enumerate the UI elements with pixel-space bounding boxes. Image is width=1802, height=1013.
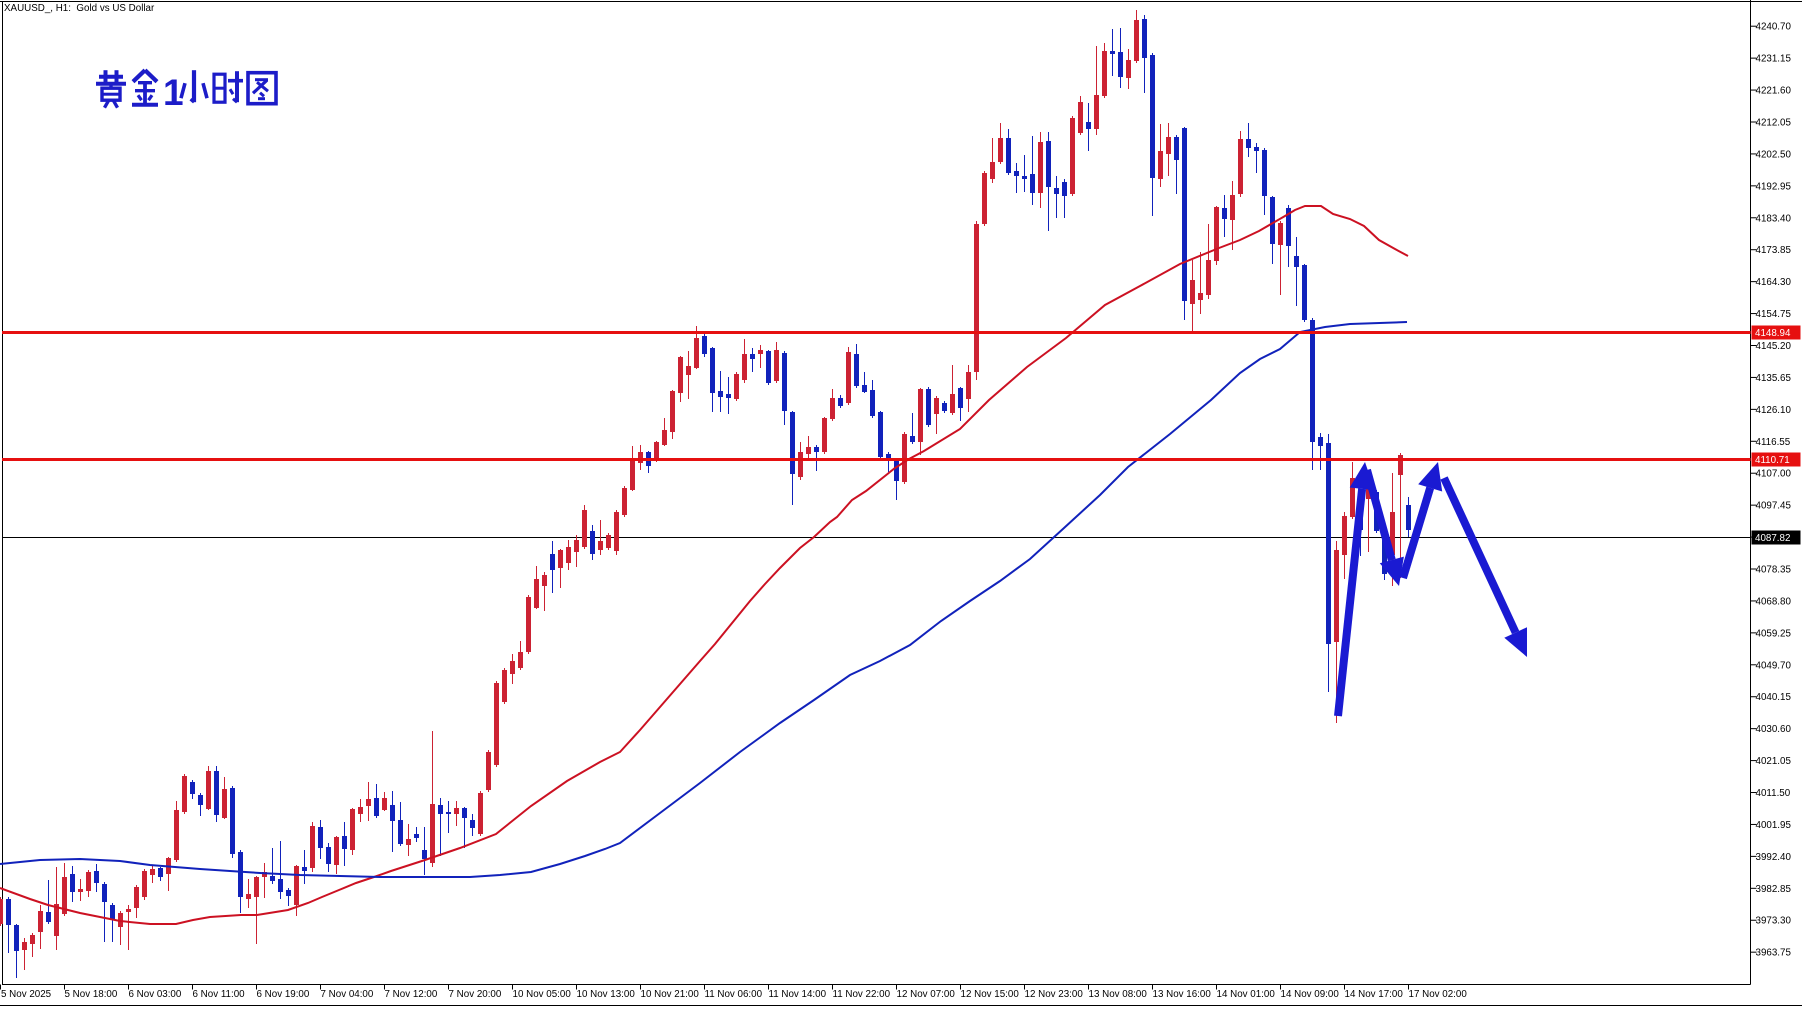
svg-text:6 Nov 19:00: 6 Nov 19:00 [257,989,310,1000]
svg-text:5 Nov 2025: 5 Nov 2025 [1,989,52,1000]
svg-text:XAUUSD_, H1: Gold vs US Dolla: XAUUSD_, H1: Gold vs US Dollar [4,3,155,14]
svg-text:4148.94: 4148.94 [1755,328,1791,339]
svg-text:4087.82: 4087.82 [1755,533,1790,544]
svg-text:4110.71: 4110.71 [1755,455,1790,466]
svg-text:12 Nov 07:00: 12 Nov 07:00 [897,989,956,1000]
svg-text:12 Nov 23:00: 12 Nov 23:00 [1025,989,1084,1000]
svg-text:4116.55: 4116.55 [1756,437,1791,448]
svg-text:7 Nov 04:00: 7 Nov 04:00 [321,989,374,1000]
svg-text:4145.20: 4145.20 [1756,341,1792,352]
svg-text:4068.80: 4068.80 [1756,596,1792,607]
svg-text:4049.70: 4049.70 [1756,660,1792,671]
svg-text:7 Nov 12:00: 7 Nov 12:00 [385,989,438,1000]
svg-text:4001.95: 4001.95 [1756,820,1792,831]
svg-text:4231.15: 4231.15 [1756,54,1792,65]
svg-text:4240.70: 4240.70 [1756,22,1792,33]
svg-text:4183.40: 4183.40 [1756,213,1792,224]
svg-text:4126.10: 4126.10 [1756,405,1792,416]
svg-text:3963.75: 3963.75 [1756,948,1792,959]
svg-text:14 Nov 09:00: 14 Nov 09:00 [1281,989,1340,1000]
svg-text:3973.30: 3973.30 [1756,916,1792,927]
svg-text:4078.35: 4078.35 [1756,565,1792,576]
svg-text:4173.85: 4173.85 [1756,245,1792,256]
svg-text:17 Nov 02:00: 17 Nov 02:00 [1409,989,1468,1000]
svg-text:10 Nov 05:00: 10 Nov 05:00 [513,989,572,1000]
svg-text:3992.40: 3992.40 [1756,852,1792,863]
svg-text:4011.50: 4011.50 [1756,788,1791,799]
svg-text:4212.05: 4212.05 [1756,117,1792,128]
svg-text:4164.30: 4164.30 [1756,277,1792,288]
svg-text:14 Nov 01:00: 14 Nov 01:00 [1217,989,1276,1000]
svg-text:4059.25: 4059.25 [1756,628,1792,639]
svg-text:6 Nov 03:00: 6 Nov 03:00 [129,989,182,1000]
svg-text:10 Nov 13:00: 10 Nov 13:00 [577,989,636,1000]
svg-text:4221.60: 4221.60 [1756,86,1792,97]
svg-text:4021.05: 4021.05 [1756,756,1792,767]
svg-text:10 Nov 21:00: 10 Nov 21:00 [641,989,700,1000]
svg-text:11 Nov 06:00: 11 Nov 06:00 [705,989,763,1000]
svg-text:3982.85: 3982.85 [1756,884,1792,895]
svg-text:5 Nov 18:00: 5 Nov 18:00 [65,989,118,1000]
svg-text:14 Nov 17:00: 14 Nov 17:00 [1345,989,1404,1000]
svg-text:13 Nov 08:00: 13 Nov 08:00 [1089,989,1148,1000]
svg-text:11 Nov 14:00: 11 Nov 14:00 [769,989,827,1000]
svg-text:12 Nov 15:00: 12 Nov 15:00 [961,989,1020,1000]
svg-text:13 Nov 16:00: 13 Nov 16:00 [1153,989,1212,1000]
svg-text:4107.00: 4107.00 [1756,469,1792,480]
svg-text:4040.15: 4040.15 [1756,692,1792,703]
svg-text:4135.65: 4135.65 [1756,373,1792,384]
svg-text:4192.95: 4192.95 [1756,181,1792,192]
svg-text:4154.75: 4154.75 [1756,309,1792,320]
svg-text:6 Nov 11:00: 6 Nov 11:00 [193,989,246,1000]
svg-text:7 Nov 20:00: 7 Nov 20:00 [449,989,502,1000]
svg-text:1: 1 [163,72,184,113]
svg-text:4097.45: 4097.45 [1756,501,1792,512]
svg-text:4030.60: 4030.60 [1756,724,1792,735]
svg-text:4202.50: 4202.50 [1756,149,1792,160]
svg-text:11 Nov 22:00: 11 Nov 22:00 [833,989,891,1000]
